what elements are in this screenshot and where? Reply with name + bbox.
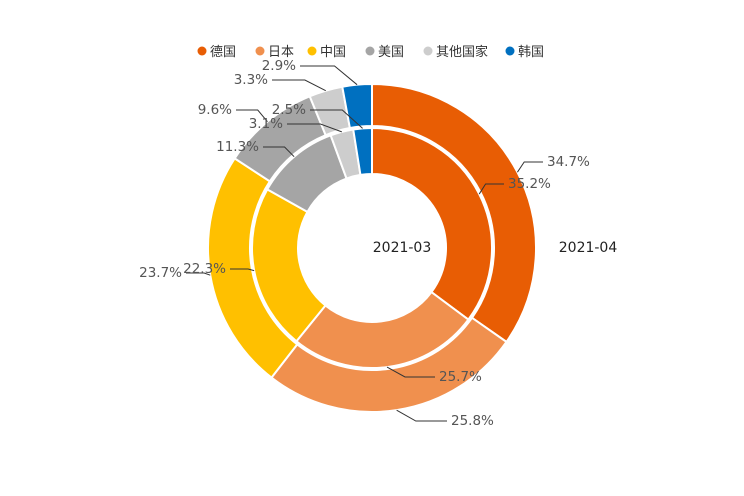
data-label: 25.7% [439,369,482,385]
legend-swatch[interactable] [255,46,265,56]
legend: 德国 日本 中国 美国 其他国家 韩国 [197,44,544,60]
leader-lines [186,65,543,422]
legend-label[interactable]: 其他国家 [436,44,488,60]
data-label: 22.3% [183,261,226,277]
data-label: 2.9% [262,58,296,74]
legend-swatch[interactable] [307,46,317,56]
legend-swatch[interactable] [197,46,207,56]
leader-line [396,409,447,422]
data-label: 3.1% [249,116,283,132]
data-label: 34.7% [547,154,590,170]
data-label: 11.3% [216,139,259,155]
donut-slice[interactable] [371,82,537,344]
legend-swatch[interactable] [423,46,433,56]
leader-line [263,146,295,158]
leader-line [300,65,358,86]
leader-line [287,123,342,133]
leader-line [230,268,255,272]
outer-series-name: 2021-04 [559,240,618,256]
data-label: 2.5% [272,102,306,118]
inner-series-name: 2021-03 [373,240,432,256]
legend-label[interactable]: 韩国 [518,45,544,60]
legend-label[interactable]: 德国 [210,45,236,60]
data-label: 9.6% [198,102,232,118]
donut-slice[interactable] [295,290,470,369]
leader-line [272,79,326,92]
legend-swatch[interactable] [505,46,515,56]
donut-slice[interactable] [352,126,373,177]
data-labels: 34.7% 25.8% 23.7% 9.6%3.3%2.9% 35.2% 25.7% 22.… [139,58,590,429]
inner-ring [251,126,493,369]
legend-label[interactable]: 美国 [378,45,404,60]
leader-line [517,161,543,173]
data-label: 23.7% [139,265,182,281]
leader-line [386,366,435,378]
data-label: 25.8% [451,413,494,429]
legend-label[interactable]: 中国 [320,45,346,60]
legend-swatch[interactable] [365,46,375,56]
data-label: 3.3% [234,72,268,88]
leader-line [478,183,504,195]
donut-slice[interactable] [371,126,493,321]
leader-line [186,272,211,276]
leader-line [310,109,363,129]
data-label: 35.2% [508,176,551,192]
leader-line [236,109,268,122]
legend-label[interactable]: 日本 [268,45,294,60]
